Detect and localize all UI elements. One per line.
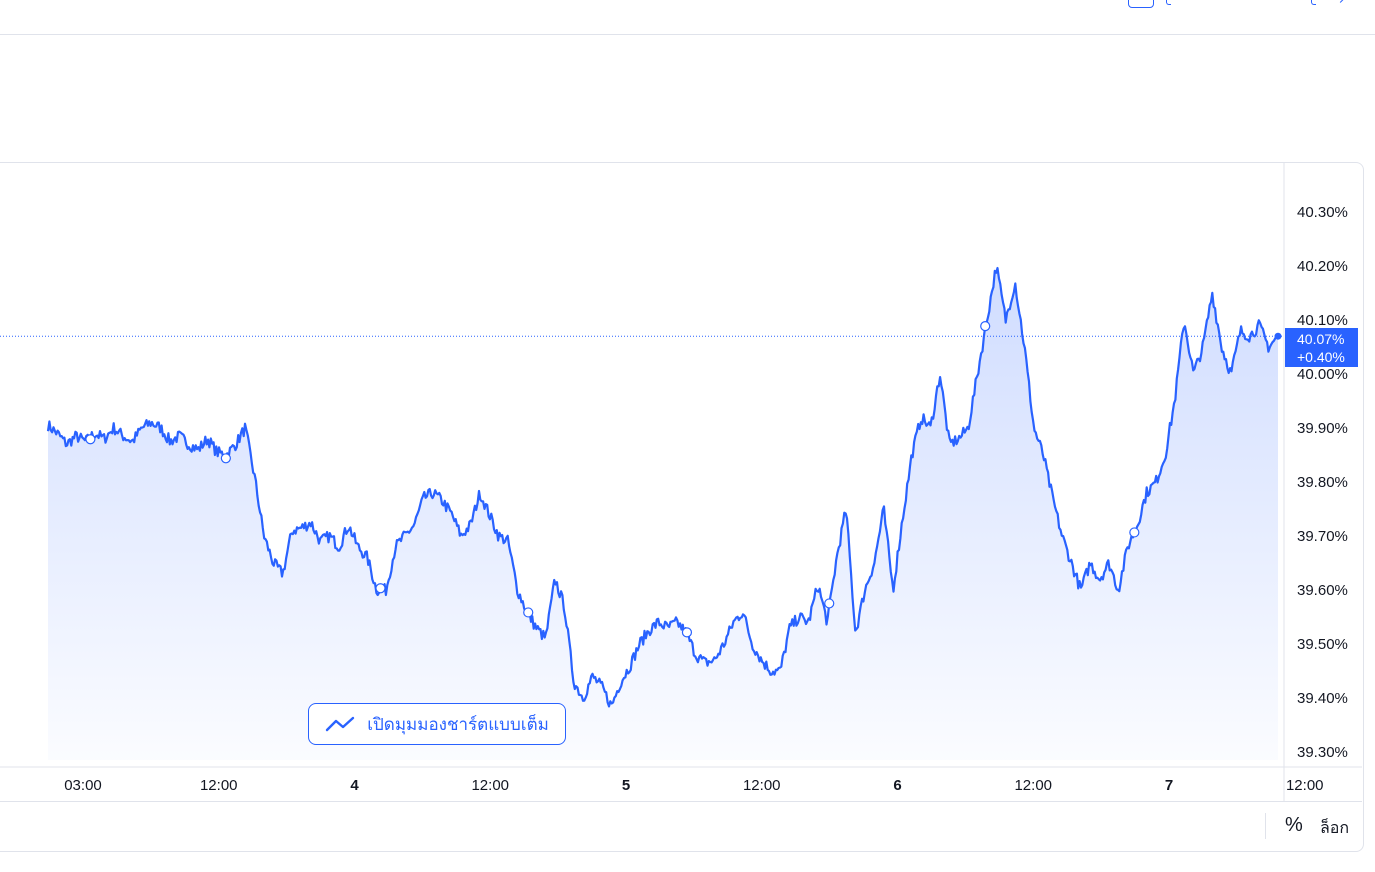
x-tick-label: 5 [622, 777, 630, 794]
event-marker[interactable] [523, 607, 534, 618]
x-tick-label: 12:00 [471, 777, 509, 794]
event-marker[interactable] [1129, 527, 1140, 538]
event-marker[interactable] [375, 583, 386, 594]
event-marker[interactable] [681, 627, 693, 638]
bottom-toolbar-divider [0, 801, 1362, 802]
toolbar-glyph [1166, 0, 1171, 5]
y-tick-label: 39.50% [1297, 636, 1348, 653]
x-tick-label: 4 [350, 777, 359, 794]
fullscreen-icon[interactable] [1128, 0, 1154, 8]
x-tick-label: 12:00 [200, 777, 238, 794]
y-tick-label: 40.20% [1297, 258, 1348, 275]
area-fill [48, 268, 1278, 760]
y-tick-label: 40.30% [1297, 204, 1348, 221]
y-tick-label: 40.10% [1297, 312, 1348, 329]
event-marker[interactable] [980, 321, 991, 332]
y-tick-label: 39.80% [1297, 474, 1348, 491]
event-marker[interactable] [85, 434, 96, 445]
open-full-chart-label: เปิดมุมมองชาร์ตแบบเต็ม [367, 714, 549, 735]
x-tick-label: 7 [1165, 777, 1173, 794]
percent-scale-button[interactable]: % [1285, 814, 1303, 836]
event-marker[interactable] [220, 453, 231, 464]
series-line [46, 266, 1279, 708]
x-tick-label: 12:00 [1286, 777, 1324, 794]
x-tick-label: 12:00 [743, 777, 781, 794]
x-tick-label: 12:00 [1014, 777, 1052, 794]
current-price-tag: 40.07% +0.40% [1285, 328, 1358, 367]
event-marker[interactable] [824, 598, 835, 609]
lock-scale-button[interactable]: ล็อก [1320, 818, 1350, 837]
current-price-value: 40.07% [1297, 331, 1345, 347]
toolbar-separator [1265, 813, 1266, 839]
y-tick-label: 39.40% [1297, 690, 1348, 707]
current-price-change: +0.40% [1297, 349, 1345, 365]
x-tick-label: 6 [893, 777, 901, 794]
last-point [1274, 332, 1282, 340]
y-tick-label: 39.30% [1297, 744, 1348, 761]
open-full-chart-button[interactable]: เปิดมุมมองชาร์ตแบบเต็ม [308, 703, 566, 745]
line-chart-icon [325, 716, 355, 732]
x-tick-label: 03:00 [64, 777, 102, 794]
y-tick-label: 39.60% [1297, 582, 1348, 599]
y-tick-label: 39.90% [1297, 420, 1348, 437]
y-tick-label: 39.70% [1297, 528, 1348, 545]
top-toolbar [0, 0, 1375, 35]
toolbar-glyph [1311, 0, 1316, 5]
y-tick-label: 40.00% [1297, 366, 1348, 383]
